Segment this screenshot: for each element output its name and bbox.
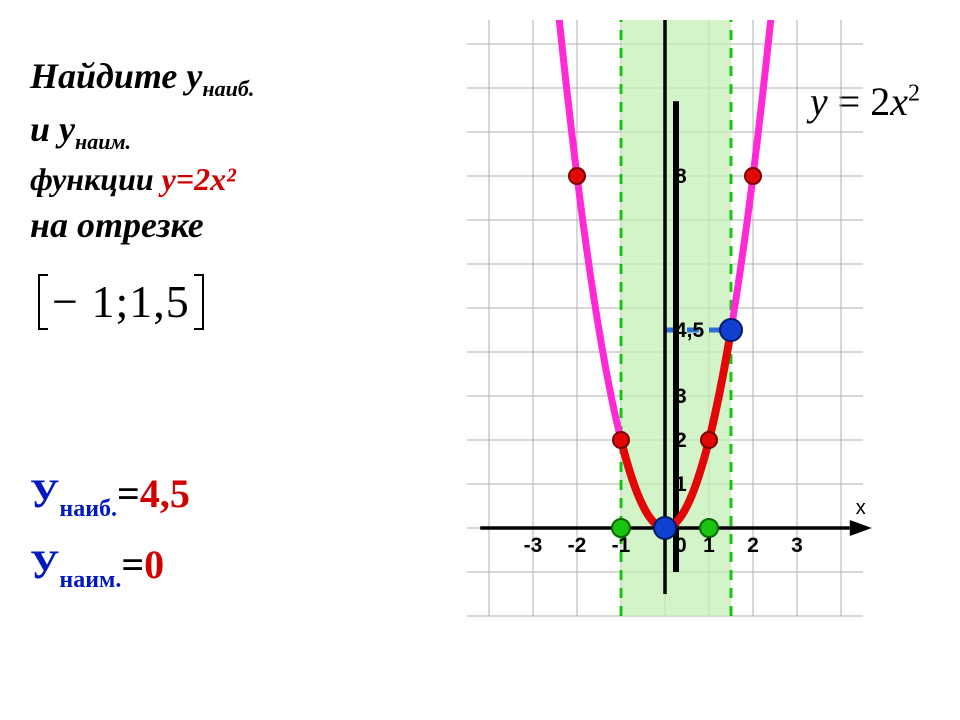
svg-text:8: 8 <box>675 165 687 188</box>
chart-svg: -3-2-101231234,58ху <box>405 20 935 680</box>
ans2-eq: = <box>121 542 144 587</box>
line2-sub: наим. <box>75 129 131 154</box>
svg-text:3: 3 <box>791 534 803 557</box>
ans1-y: У <box>30 471 59 516</box>
svg-text:3: 3 <box>675 385 687 408</box>
line2-a: и у <box>30 109 75 149</box>
text-line-4: на отрезке <box>30 204 410 246</box>
line1-a: Найдите у <box>30 56 202 96</box>
svg-text:4,5: 4,5 <box>675 319 705 342</box>
answer-min: Унаим.=0 <box>30 541 190 594</box>
svg-text:-3: -3 <box>524 534 543 557</box>
svg-text:х: х <box>856 497 866 519</box>
interval-expr: − 1;1,5 <box>30 270 212 329</box>
func-expr: у=2х² <box>162 161 236 197</box>
line3-a: функции <box>30 161 162 197</box>
svg-text:1: 1 <box>675 473 687 496</box>
text-line-1: Найдите унаиб. <box>30 55 410 102</box>
svg-text:2: 2 <box>675 429 687 452</box>
answers-block: Унаиб.=4,5 Унаим.=0 <box>30 470 190 612</box>
svg-text:1: 1 <box>703 534 715 557</box>
ans1-eq: = <box>117 471 140 516</box>
ans1-val: 4,5 <box>140 471 190 516</box>
ans2-sub: наим. <box>59 567 121 593</box>
text-line-2: и унаим. <box>30 108 410 155</box>
answer-max: Унаиб.=4,5 <box>30 470 190 523</box>
svg-text:2: 2 <box>747 534 759 557</box>
svg-text:-2: -2 <box>568 534 587 557</box>
chart-area: -3-2-101231234,58ху <box>405 20 935 680</box>
svg-text:0: 0 <box>675 534 687 557</box>
ans1-sub: наиб. <box>59 496 117 522</box>
ans2-y: У <box>30 542 59 587</box>
problem-text: Найдите унаиб. и унаим. функции у=2х² на… <box>30 55 410 330</box>
ans2-val: 0 <box>144 542 164 587</box>
line1-sub: наиб. <box>202 76 254 101</box>
left-bracket-icon <box>38 274 48 330</box>
text-line-3: функции у=2х² <box>30 161 410 198</box>
svg-text:-1: -1 <box>612 534 631 557</box>
interval-value: − 1;1,5 <box>52 275 190 328</box>
right-bracket-icon <box>194 274 204 330</box>
